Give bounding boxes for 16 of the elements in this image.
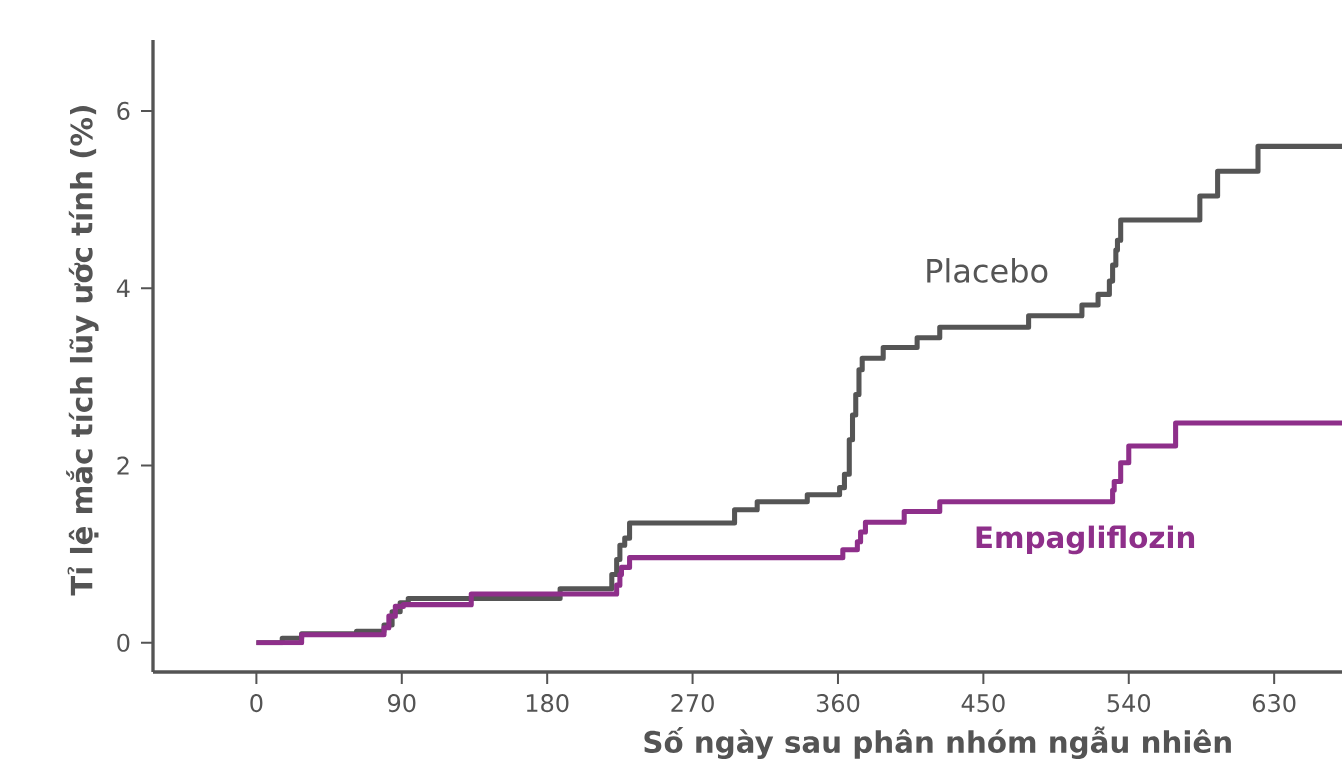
series-label: Placebo (927, 258, 1048, 283)
x-tick-label: 540 (1107, 694, 1151, 713)
series-label: Empagliflozin (976, 525, 1195, 555)
y-tick-label: 4 (116, 279, 130, 297)
x-tick-label: 0 (250, 694, 263, 713)
y-axis-title: Tỉ lệ mắc tích lũy ước tính (%) (66, 106, 99, 596)
x-tick-label: 90 (388, 694, 416, 713)
x-axis-title: Số ngày sau phân nhóm ngẫu nhiên (644, 726, 1231, 759)
y-tick-label: 6 (117, 101, 130, 120)
x-tick-label: 450 (961, 694, 1005, 713)
y-tick-label: 0 (117, 633, 130, 652)
x-tick-label: 360 (816, 694, 860, 713)
x-tick-label: 270 (671, 694, 714, 713)
y-tick-label: 2 (117, 456, 129, 475)
x-tick-label: 630 (1252, 694, 1296, 713)
x-tick-label: 180 (526, 694, 569, 713)
